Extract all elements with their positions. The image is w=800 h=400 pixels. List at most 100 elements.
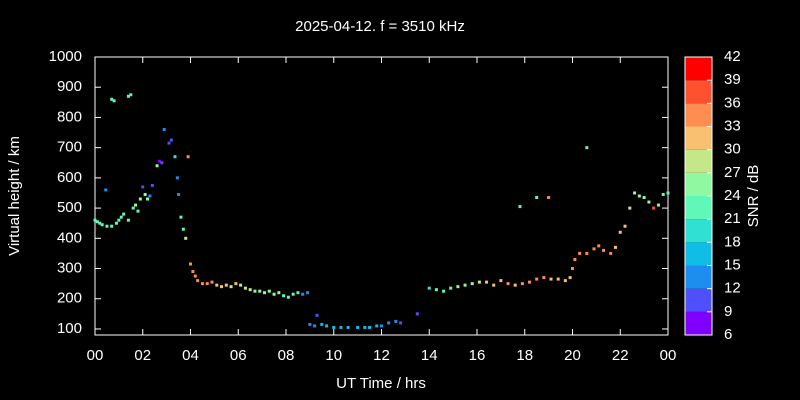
data-point: [155, 164, 159, 168]
data-point: [573, 257, 577, 261]
y-tick-label: 400: [57, 229, 82, 246]
data-point: [189, 262, 192, 266]
data-point: [169, 138, 173, 142]
data-point: [131, 206, 135, 210]
x-tick-label: 02: [134, 347, 151, 364]
data-point: [177, 192, 181, 196]
colorbar-band: [685, 288, 712, 312]
data-point: [205, 282, 209, 286]
y-tick-label: 700: [57, 139, 82, 156]
x-tick-label: 04: [182, 347, 199, 364]
data-point: [200, 282, 204, 286]
y-tick-label: 500: [57, 199, 82, 216]
data-point: [215, 283, 219, 287]
data-point: [613, 245, 617, 249]
data-point: [157, 159, 161, 163]
colorbar-band: [685, 103, 712, 127]
colorbar-tick-label: 15: [724, 256, 741, 273]
x-tick-label: 18: [516, 347, 533, 364]
data-point: [513, 283, 517, 287]
data-point: [442, 289, 446, 293]
y-tick-label: 600: [57, 169, 82, 186]
data-point: [499, 279, 503, 283]
data-point: [368, 325, 372, 329]
data-point: [301, 292, 305, 296]
data-point: [456, 285, 460, 289]
data-point: [568, 276, 572, 280]
colorbar-band: [685, 57, 712, 81]
data-point: [637, 194, 641, 198]
data-point: [272, 292, 276, 296]
data-point: [162, 128, 166, 132]
data-point: [656, 203, 660, 207]
data-point: [485, 280, 489, 284]
data-point: [415, 312, 419, 316]
data-point: [470, 282, 474, 286]
colorbar-band: [685, 80, 712, 104]
data-point: [313, 324, 317, 328]
data-point: [592, 247, 596, 251]
data-point: [175, 176, 179, 180]
data-point: [98, 221, 102, 225]
data-point: [122, 212, 126, 216]
data-point: [112, 99, 116, 103]
y-axis-label: Virtual height / km: [6, 136, 23, 256]
data-point: [220, 285, 224, 289]
data-point: [184, 236, 188, 240]
colorbar-tick-label: 6: [724, 326, 732, 343]
data-point: [652, 206, 656, 210]
y-tick-label: 1000: [49, 48, 82, 65]
colorbar-tick-label: 21: [724, 210, 741, 227]
y-tick-label: 100: [57, 320, 82, 337]
data-point: [104, 188, 108, 192]
data-point: [339, 325, 343, 329]
data-point: [110, 224, 114, 228]
x-tick-label: 08: [278, 347, 295, 364]
x-tick-label: 14: [421, 347, 438, 364]
data-point: [291, 292, 295, 296]
colorbar-band: [685, 219, 712, 243]
data-point: [173, 155, 177, 159]
data-point: [661, 192, 665, 196]
data-point: [399, 321, 403, 325]
data-point: [186, 155, 190, 159]
y-tick-label: 300: [57, 259, 82, 276]
colorbar-band: [685, 242, 712, 266]
colorbar-tick-label: 42: [724, 48, 741, 65]
data-point: [449, 286, 453, 290]
data-point: [506, 282, 510, 286]
colorbar-band: [685, 311, 712, 335]
x-tick-label: 00: [660, 347, 677, 364]
data-point: [160, 161, 164, 165]
data-point: [243, 286, 247, 290]
y-tick-label: 900: [57, 78, 82, 95]
data-point: [547, 196, 551, 200]
data-point: [535, 196, 539, 200]
data-point: [282, 294, 286, 298]
data-point: [117, 218, 121, 222]
data-point: [618, 230, 622, 234]
x-tick-label: 20: [564, 347, 581, 364]
x-tick-label: 16: [469, 347, 486, 364]
data-point: [346, 325, 350, 329]
data-point: [138, 197, 142, 201]
data-point: [642, 196, 646, 200]
data-point: [129, 93, 133, 97]
colorbar-band: [685, 126, 712, 150]
data-point: [95, 220, 99, 224]
data-point: [320, 322, 324, 326]
data-point: [105, 224, 109, 228]
data-point: [210, 280, 214, 284]
data-point: [141, 185, 145, 189]
colorbar-tick-label: 33: [724, 117, 741, 134]
data-point: [126, 218, 130, 222]
data-point: [542, 276, 546, 280]
data-point: [146, 197, 150, 201]
data-point: [633, 191, 637, 195]
data-point: [563, 279, 567, 283]
data-point: [148, 194, 152, 198]
data-point: [119, 215, 123, 219]
data-point: [647, 200, 651, 204]
